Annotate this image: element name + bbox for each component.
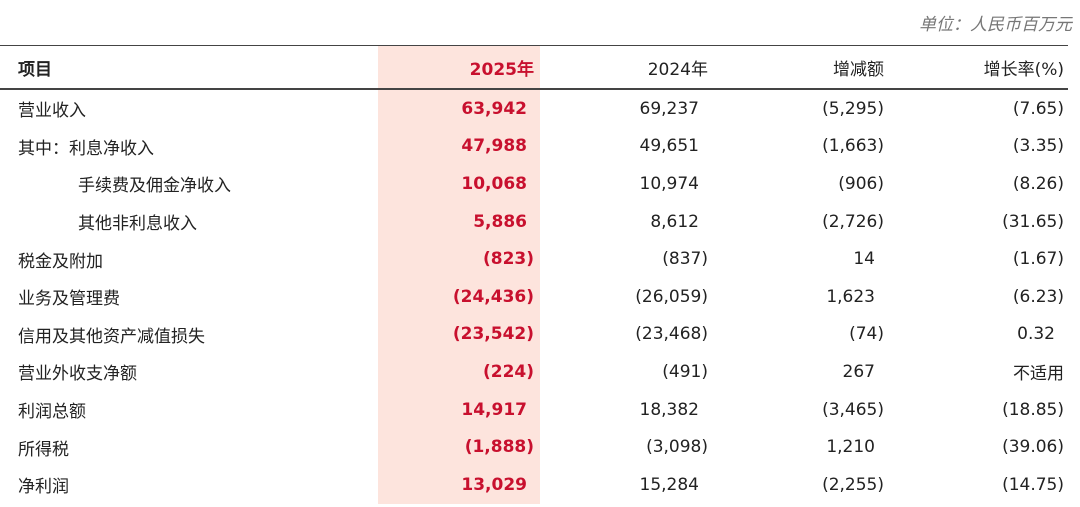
value-cell: (491) xyxy=(662,361,708,382)
value-cell: (5,295) xyxy=(822,98,884,119)
value-cell: (823) xyxy=(378,240,540,278)
header-cell: 增长率(%) xyxy=(888,45,1068,90)
value-cell: (74) xyxy=(849,324,884,345)
table-row: 信用及其他资产减值损失 (23,542) (23,468) (74) 0.32 xyxy=(0,315,1068,354)
value-cell: (6.23) xyxy=(1012,286,1064,307)
value-cell: (39.06) xyxy=(1002,437,1064,458)
value-cell: 1,210 xyxy=(826,437,875,458)
value-cell: 49,651 xyxy=(639,136,699,157)
row-label: 税金及附加 xyxy=(18,251,103,272)
table-row: 净利润 13,029 15,284 (2,255) (14.75) xyxy=(0,465,1068,504)
value-cell: (2,255) xyxy=(822,474,884,495)
value-cell: 5,886 xyxy=(378,202,540,241)
value-cell: (8.26) xyxy=(1012,173,1064,194)
table-row: 营业收入 63,942 69,237 (5,295) (7.65) xyxy=(0,89,1068,128)
table-row: 税金及附加 (823) (837) 14 (1.67) xyxy=(0,240,1068,278)
value-cell: (26,059) xyxy=(635,286,708,307)
value-cell: 14 xyxy=(853,249,875,270)
row-label: 利润总额 xyxy=(18,402,86,423)
header-cell: 增减额 xyxy=(712,45,888,90)
value-cell: (3,465) xyxy=(822,399,884,420)
value-cell: 13,029 xyxy=(378,465,540,504)
table-row: 营业外收支净额 (224) (491) 267 不适用 xyxy=(0,353,1068,391)
value-cell: (1,888) xyxy=(378,428,540,466)
value-cell: 10,068 xyxy=(378,165,540,203)
value-cell: (3,098) xyxy=(646,437,708,458)
unit-note: 单位：人民币百万元 xyxy=(919,15,1072,35)
table-row: 其中：利息净收入 47,988 49,651 (1,663) (3.35) xyxy=(0,127,1068,166)
value-cell: 14,917 xyxy=(378,390,540,429)
row-label: 手续费及佣金净收入 xyxy=(78,176,231,197)
value-cell: 10,974 xyxy=(639,173,699,194)
row-label: 其中：利息净收入 xyxy=(18,138,154,159)
value-cell: (18.85) xyxy=(1002,399,1064,420)
value-cell: (906) xyxy=(838,173,884,194)
table-row: 所得税 (1,888) (3,098) 1,210 (39.06) xyxy=(0,428,1068,466)
table-row: 其他非利息收入 5,886 8,612 (2,726) (31.65) xyxy=(0,202,1068,241)
value-cell: 15,284 xyxy=(639,474,699,495)
header-row: 项目 2025年 2024年 增减额 增长率(%) xyxy=(0,45,1068,90)
value-cell: (23,542) xyxy=(378,315,540,354)
value-cell: (224) xyxy=(378,353,540,391)
table-row: 业务及管理费 (24,436) (26,059) 1,623 (6.23) xyxy=(0,277,1068,316)
income-table: 项目 2025年 2024年 增减额 增长率(%) 营业收入 63,942 69,237 (5… xyxy=(0,45,1068,504)
header-cell: 2024年 xyxy=(540,45,712,90)
row-label: 营业收入 xyxy=(18,101,86,122)
value-cell: (1.67) xyxy=(1012,249,1064,270)
row-label: 所得税 xyxy=(18,439,69,460)
value-cell: (24,436) xyxy=(378,277,540,316)
value-cell: (1,663) xyxy=(822,136,884,157)
value-cell: 63,942 xyxy=(378,89,540,128)
table-row: 利润总额 14,917 18,382 (3,465) (18.85) xyxy=(0,390,1068,429)
row-label: 信用及其他资产减值损失 xyxy=(18,326,205,347)
value-cell: 1,623 xyxy=(826,286,875,307)
row-label: 其他非利息收入 xyxy=(78,214,197,235)
value-cell: 8,612 xyxy=(650,211,699,232)
row-label: 营业外收支净额 xyxy=(18,364,137,385)
value-cell: (23,468) xyxy=(635,324,708,345)
value-cell: (31.65) xyxy=(1002,211,1064,232)
row-label: 业务及管理费 xyxy=(18,289,120,310)
header-cell: 2025年 xyxy=(378,45,540,90)
header-cell: 项目 xyxy=(0,45,378,90)
value-cell: (14.75) xyxy=(1002,474,1064,495)
value-cell: (837) xyxy=(662,249,708,270)
value-cell: 18,382 xyxy=(639,399,699,420)
table-row: 手续费及佣金净收入 10,068 10,974 (906) (8.26) xyxy=(0,165,1068,203)
value-cell: 69,237 xyxy=(639,98,699,119)
value-cell: (3.35) xyxy=(1012,136,1064,157)
value-cell: 47,988 xyxy=(378,127,540,166)
row-label: 净利润 xyxy=(18,477,69,498)
value-cell: 不适用 xyxy=(1013,364,1064,385)
value-cell: 267 xyxy=(842,361,875,382)
value-cell: (2,726) xyxy=(822,211,884,232)
value-cell: 0.32 xyxy=(1017,324,1055,345)
value-cell: (7.65) xyxy=(1012,98,1064,119)
